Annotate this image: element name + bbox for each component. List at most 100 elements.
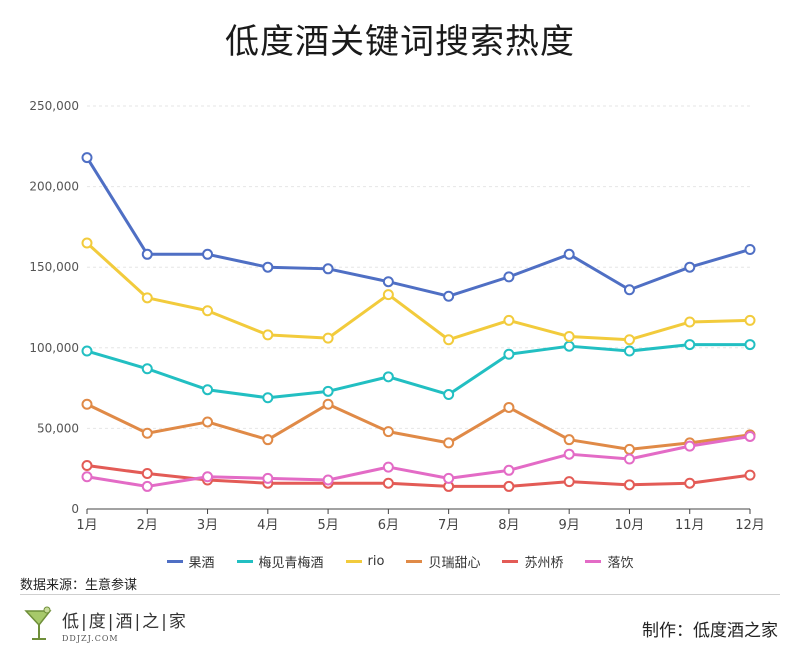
data-point[interactable] <box>322 263 334 275</box>
data-point[interactable] <box>141 292 153 304</box>
data-point[interactable] <box>623 443 635 455</box>
data-point[interactable] <box>202 471 214 483</box>
data-point[interactable] <box>262 329 274 341</box>
data-point[interactable] <box>443 389 455 401</box>
data-point[interactable] <box>563 331 575 343</box>
data-point[interactable] <box>382 477 394 489</box>
legend-item[interactable]: 梅见青梅酒 <box>236 552 324 571</box>
x-axis: 1月 2月 3月 4月 5月 6月 7月 8月 9月 10月 11月 12月 <box>76 508 765 533</box>
x-tick-label: 10月 <box>615 518 645 533</box>
data-point[interactable] <box>623 345 635 357</box>
data-point[interactable] <box>684 261 696 273</box>
data-point[interactable] <box>563 448 575 460</box>
data-point[interactable] <box>262 392 274 404</box>
x-tick-label: 3月 <box>197 518 218 533</box>
brand-logo: 低|度|酒|之|家 DDJZJ.COM <box>22 605 188 645</box>
data-point[interactable] <box>202 305 214 317</box>
data-point[interactable] <box>503 464 515 476</box>
x-tick-label: 5月 <box>317 518 338 533</box>
data-point[interactable] <box>563 340 575 352</box>
data-point[interactable] <box>684 477 696 489</box>
data-point[interactable] <box>202 384 214 396</box>
data-point[interactable] <box>623 334 635 346</box>
data-point[interactable] <box>322 398 334 410</box>
data-point[interactable] <box>141 468 153 480</box>
legend-swatch <box>345 560 362 563</box>
data-point[interactable] <box>503 480 515 492</box>
data-point[interactable] <box>443 334 455 346</box>
x-tick-label: 8月 <box>498 518 519 533</box>
legend-item[interactable]: 贝瑞甜心 <box>406 552 480 571</box>
chart-title: 低度酒关键词搜索热度 <box>225 22 575 62</box>
legend-item[interactable]: 苏州桥 <box>502 552 563 571</box>
data-point[interactable] <box>141 248 153 260</box>
series-3 <box>81 398 756 455</box>
data-point[interactable] <box>322 474 334 486</box>
data-point[interactable] <box>81 152 93 164</box>
data-point[interactable] <box>382 289 394 301</box>
data-point[interactable] <box>744 469 756 481</box>
data-point[interactable] <box>382 276 394 288</box>
legend-swatch <box>406 560 423 563</box>
legend-swatch <box>585 560 602 563</box>
data-point[interactable] <box>443 472 455 484</box>
grid-lines <box>87 105 750 429</box>
data-point[interactable] <box>81 237 93 249</box>
series-line <box>85 156 751 298</box>
series-1 <box>81 339 756 404</box>
data-point[interactable] <box>503 401 515 413</box>
data-point[interactable] <box>81 345 93 357</box>
legend-swatch <box>166 560 183 563</box>
x-tick-label: 9月 <box>559 518 580 533</box>
data-point[interactable] <box>81 398 93 410</box>
x-tick-label: 12月 <box>735 518 765 533</box>
data-point[interactable] <box>443 437 455 449</box>
data-point[interactable] <box>563 248 575 260</box>
data-point[interactable] <box>443 290 455 302</box>
data-point[interactable] <box>81 471 93 483</box>
data-point[interactable] <box>262 472 274 484</box>
legend-item[interactable]: rio <box>345 552 384 571</box>
data-point[interactable] <box>202 248 214 260</box>
data-point[interactable] <box>322 385 334 397</box>
legend-item[interactable]: 果酒 <box>166 552 215 571</box>
data-point[interactable] <box>382 461 394 473</box>
data-point[interactable] <box>382 371 394 383</box>
data-point[interactable] <box>684 339 696 351</box>
data-point[interactable] <box>623 284 635 296</box>
data-point[interactable] <box>503 348 515 360</box>
legend-swatch <box>236 560 253 563</box>
legend-swatch <box>502 560 519 563</box>
legend-item[interactable]: 落饮 <box>585 552 634 571</box>
data-point[interactable] <box>202 416 214 428</box>
cocktail-glass-icon <box>24 606 52 640</box>
data-point[interactable] <box>141 480 153 492</box>
data-point[interactable] <box>744 243 756 255</box>
data-point[interactable] <box>744 430 756 442</box>
data-point[interactable] <box>141 427 153 439</box>
x-tick-label: 1月 <box>76 518 97 533</box>
line-chart: 0 50,000 100,000 150,000 200,000 250,000 1月 2月… <box>29 99 765 533</box>
data-point[interactable] <box>684 316 696 328</box>
x-tick-label: 6月 <box>378 518 399 533</box>
data-point[interactable] <box>322 332 334 344</box>
data-point[interactable] <box>382 426 394 438</box>
data-point[interactable] <box>684 440 696 452</box>
y-tick-label: 250,000 <box>29 99 79 113</box>
credit-text: 制作：低度酒之家 <box>642 621 778 641</box>
data-point[interactable] <box>503 271 515 283</box>
data-point[interactable] <box>563 434 575 446</box>
data-point[interactable] <box>744 314 756 326</box>
data-point[interactable] <box>623 453 635 465</box>
legend-label: 梅见青梅酒 <box>258 556 324 571</box>
data-point[interactable] <box>262 261 274 273</box>
data-point[interactable] <box>503 314 515 326</box>
data-point[interactable] <box>262 434 274 446</box>
data-point[interactable] <box>81 459 93 471</box>
data-point[interactable] <box>744 339 756 351</box>
data-point[interactable] <box>563 476 575 488</box>
y-tick-label: 200,000 <box>29 180 79 194</box>
data-point[interactable] <box>623 479 635 491</box>
data-point[interactable] <box>141 363 153 375</box>
series-line <box>86 402 751 451</box>
